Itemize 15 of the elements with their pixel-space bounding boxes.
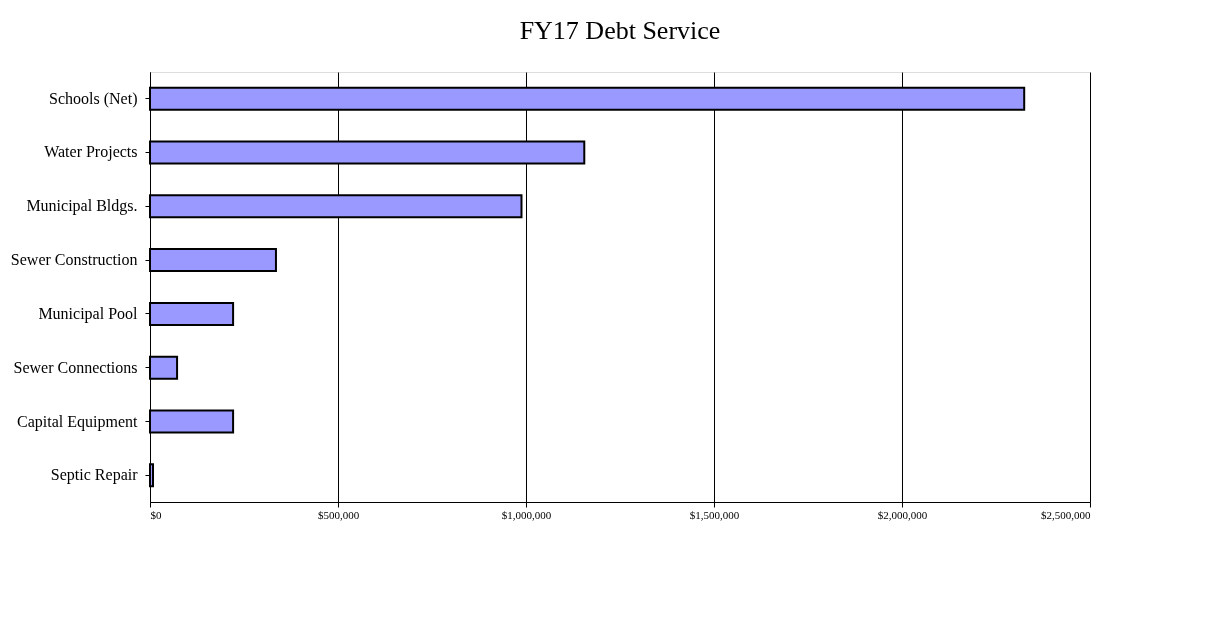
x-tick-label: $0	[150, 508, 162, 521]
x-tick-label: $2,500,000	[1041, 508, 1091, 521]
y-tick-label: Schools (Net)	[49, 89, 138, 108]
chart-title: FY17 Debt Service	[519, 16, 721, 45]
x-tick-label: $500,000	[317, 508, 360, 521]
x-tick-label: $1,000,000	[501, 508, 552, 521]
x-tick-label: $1,500,000	[689, 508, 740, 521]
y-tick-label: Sewer Construction	[10, 251, 138, 269]
x-tick-label: $2,000,000	[877, 508, 928, 521]
y-tick-label: Water Projects	[44, 143, 138, 162]
y-tick-label: Municipal Pool	[38, 304, 139, 323]
y-tick-label: Capital Equipment	[17, 412, 139, 431]
y-tick-label: Septic Repair	[50, 466, 139, 485]
y-tick-label: Municipal Bldgs.	[26, 197, 138, 216]
y-tick-label: Sewer Connections	[13, 358, 138, 376]
